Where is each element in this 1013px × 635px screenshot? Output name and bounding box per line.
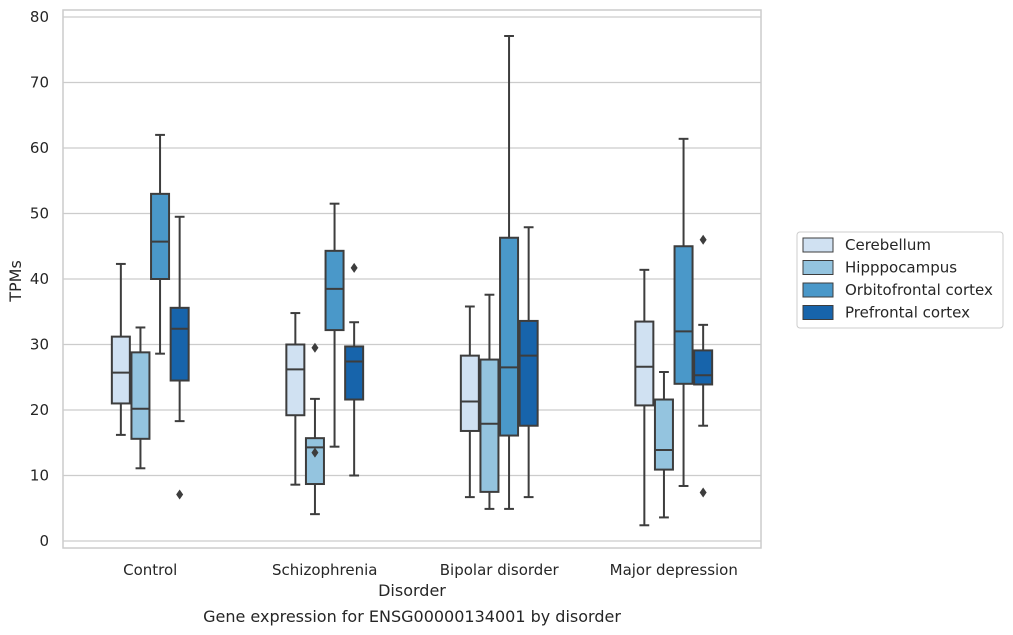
y-tick-label: 20 [30,401,49,419]
iqr-box [150,192,171,281]
outlier-point [311,447,319,458]
y-tick-label: 10 [30,467,49,485]
box-hipppocampus-1 [304,342,325,516]
y-tick-label: 0 [39,532,49,550]
box-cerebellum-1 [285,312,306,486]
box-orbitofrontal-cortex-1 [324,202,345,448]
y-tick-label: 60 [30,139,49,157]
y-tick-labels: 0 10 20 30 40 50 60 70 80 [30,8,49,550]
iqr-box [479,358,500,493]
legend-label: Cerebellum [845,236,931,254]
legend: Cerebellum Hipppocampus Orbitofrontal cort… [796,231,1004,329]
iqr-box [169,306,190,382]
box-hipppocampus-3 [653,371,674,519]
iqr-box [634,320,655,407]
iqr-box [673,245,694,385]
iqr-box [304,437,325,486]
box-hipppocampus-0 [130,326,151,470]
legend-swatch [802,260,834,275]
box-prefrontal-cortex-2 [518,226,539,499]
box-orbitofrontal-cortex-3 [673,137,694,487]
chart-caption: Gene expression for ENSG00000134001 by d… [203,607,621,626]
y-tick-label: 40 [30,270,49,288]
outlier-point [311,342,319,353]
box-cerebellum-2 [459,305,480,499]
iqr-box [499,236,520,437]
y-tick-label: 30 [30,336,49,354]
legend-label: Orbitofrontal cortex [845,281,993,299]
box-orbitofrontal-cortex-2 [499,34,520,510]
y-tick-label: 80 [30,8,49,26]
legend-swatch [802,305,834,320]
iqr-box [324,249,345,332]
x-tick-label: Bipolar disorder [440,561,560,579]
outlier-point [350,262,358,273]
iqr-box [693,349,714,386]
boxplot-series [110,34,714,527]
legend-label: Hipppocampus [845,259,957,277]
iqr-box [518,319,539,427]
box-prefrontal-cortex-1 [344,262,365,477]
x-axis-label: Disorder [378,581,446,600]
iqr-box [653,398,674,471]
legend-frame [796,231,1004,329]
box-cerebellum-3 [634,268,655,527]
y-tick-label: 70 [30,74,49,92]
iqr-box [285,343,306,417]
outlier-point [176,489,184,500]
y-axis-label: TPMs [6,260,25,303]
legend-swatch [802,237,834,253]
box-cerebellum-0 [110,262,131,436]
x-tick-label: Control [123,561,177,579]
iqr-box [110,335,131,405]
box-hipppocampus-2 [479,293,500,510]
iqr-box [344,345,365,401]
box-prefrontal-cortex-3 [693,234,714,498]
outlier-point [699,234,707,245]
y-tick-label: 50 [30,205,49,223]
x-tick-labels: Control Schizophrenia Bipolar disorder Majo… [123,561,738,579]
x-tick-label: Major depression [610,561,738,579]
iqr-box [459,354,480,432]
legend-swatch [802,282,834,298]
box-orbitofrontal-cortex-0 [150,133,171,355]
legend-label: Prefrontal cortex [845,304,970,322]
plot-area-frame [62,9,762,549]
iqr-box [130,351,151,440]
x-tick-label: Schizophrenia [272,561,377,579]
box-prefrontal-cortex-0 [169,215,190,500]
outlier-point [699,487,707,498]
